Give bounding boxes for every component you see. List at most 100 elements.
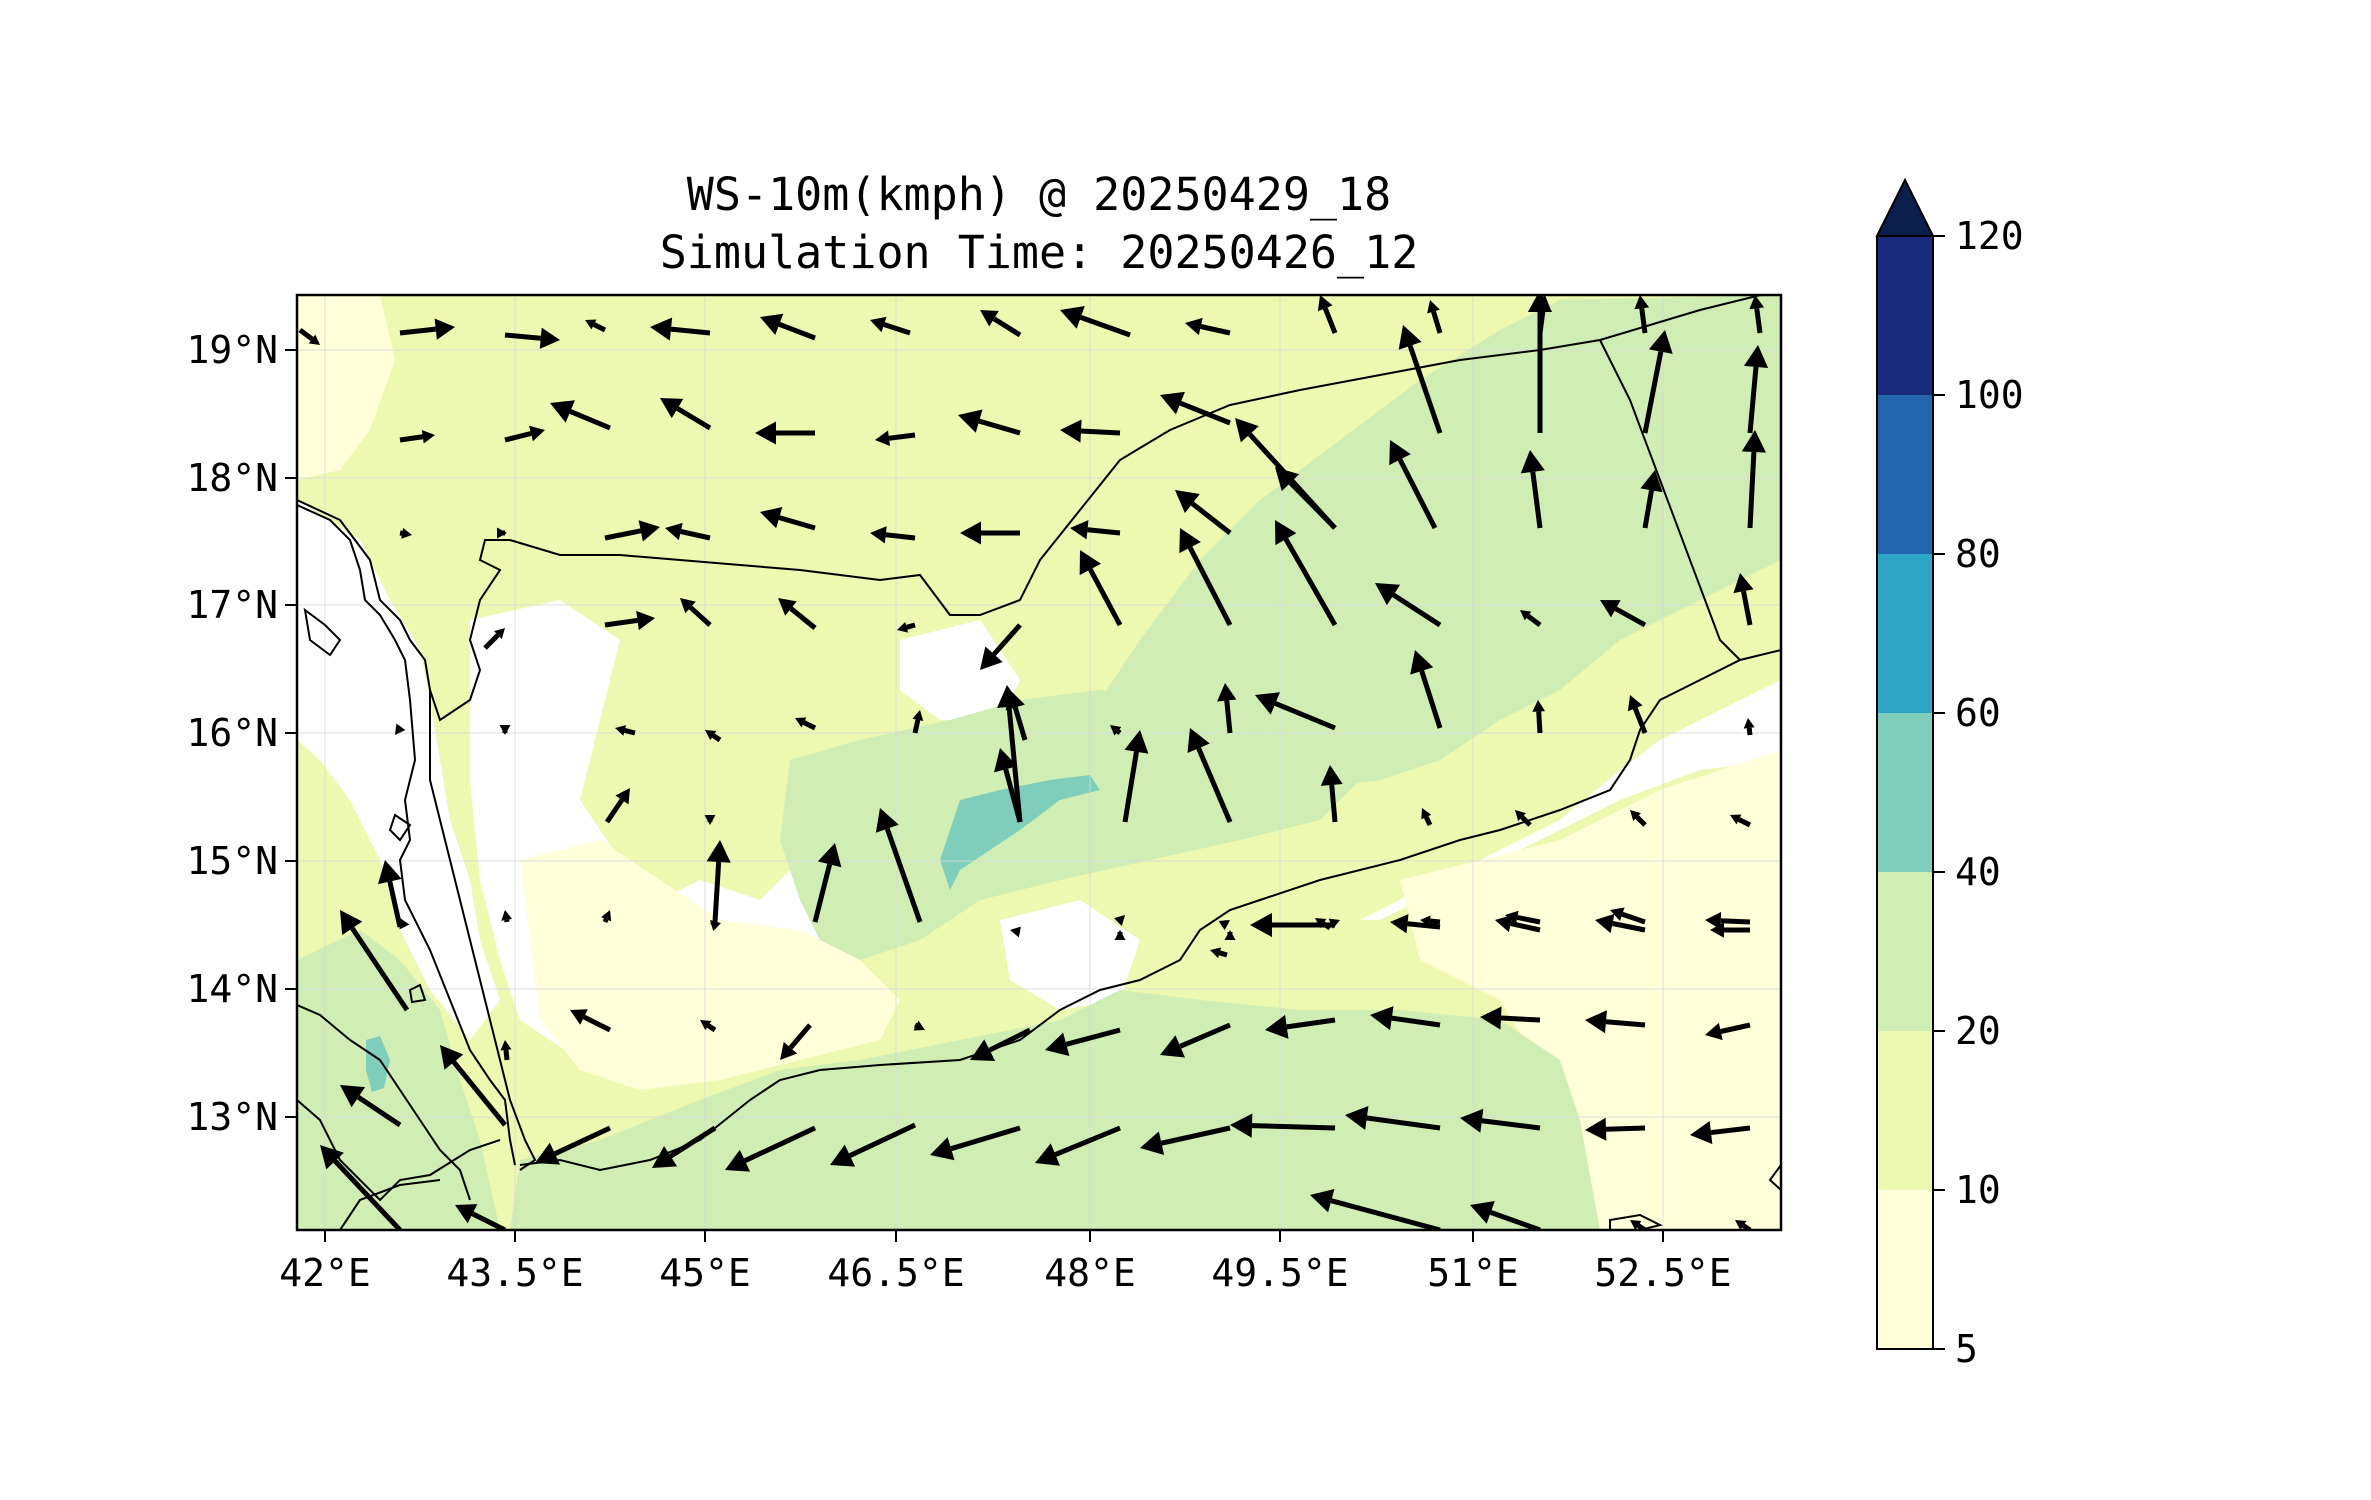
wind-vector-shaft bbox=[1003, 768, 1023, 823]
wind-vector-arrow bbox=[1122, 730, 1149, 823]
wind-vector-head bbox=[1160, 1035, 1185, 1058]
wind-vector-arrow bbox=[1532, 700, 1546, 734]
wind-vector-shaft bbox=[1510, 921, 1541, 933]
wind-vector-shaft bbox=[1746, 727, 1753, 736]
lat-tick-label: 15°N bbox=[186, 839, 278, 883]
wind-vector-head bbox=[1275, 520, 1297, 546]
wind-vector-head bbox=[704, 815, 716, 825]
coast-red-sea-africa bbox=[297, 504, 516, 1166]
wind-vector-shaft bbox=[883, 322, 911, 336]
wind-vector-arrow bbox=[1255, 692, 1336, 731]
wind-vector-arrow bbox=[1345, 1105, 1441, 1131]
wind-vector-head bbox=[1705, 912, 1722, 930]
wind-vector-shaft bbox=[582, 1014, 612, 1033]
wind-vector-shaft bbox=[1274, 701, 1336, 731]
coast-horn-africa bbox=[297, 1004, 471, 1201]
lon-tick-label: 45°E bbox=[659, 1251, 751, 1295]
lon-tick-label: 46.5°E bbox=[827, 1251, 964, 1295]
wind-vector-head bbox=[1495, 914, 1513, 933]
wind-vector-head bbox=[440, 1045, 464, 1070]
wind-vector-head bbox=[875, 430, 890, 446]
wind-vector-head bbox=[1114, 930, 1126, 940]
wind-vector-arrow bbox=[1705, 912, 1751, 930]
wind-vector-arrow bbox=[1710, 922, 1750, 938]
fill-40-60-southwest bbox=[366, 1036, 390, 1092]
wind-vector-arrow bbox=[340, 1085, 402, 1128]
wind-vector-arrow bbox=[1114, 915, 1125, 926]
wind-vector-arrow bbox=[1600, 600, 1647, 628]
wind-vector-shaft bbox=[1516, 914, 1541, 925]
wind-vector-arrow bbox=[1070, 520, 1121, 540]
wind-vector-arrow bbox=[1114, 930, 1126, 940]
wind-vector-shaft bbox=[680, 529, 711, 541]
wind-vector-shaft bbox=[1224, 700, 1233, 734]
wind-vector-arrow bbox=[1520, 450, 1545, 529]
wind-vector-arrow bbox=[1705, 1022, 1751, 1041]
wind-vector-shaft bbox=[1500, 1015, 1541, 1023]
lat-tick-label: 19°N bbox=[186, 328, 278, 372]
wind-vector-shaft bbox=[1530, 471, 1543, 529]
wind-vector-arrow bbox=[980, 310, 1022, 338]
coast-arabia-west bbox=[429, 690, 537, 1171]
wind-vector-shaft bbox=[604, 798, 625, 824]
wind-vector-arrow bbox=[499, 725, 511, 735]
wind-vector-shaft bbox=[1322, 307, 1338, 334]
wind-vector-shaft bbox=[1605, 1125, 1646, 1132]
fill-40-60-center bbox=[940, 775, 1100, 890]
wind-vector-shaft bbox=[688, 605, 712, 627]
wind-vector-head bbox=[340, 910, 363, 936]
wind-vector-head bbox=[1741, 430, 1766, 453]
wind-vector-shaft bbox=[1397, 458, 1438, 530]
colorbar-tick-label: 100 bbox=[1955, 373, 2024, 417]
wind-vector-head bbox=[340, 1085, 366, 1108]
wind-vector-shaft bbox=[504, 332, 541, 341]
wind-vector-head bbox=[913, 1020, 925, 1031]
lat-tick-label: 18°N bbox=[186, 456, 278, 500]
fill-calm-red-sea bbox=[297, 500, 500, 1040]
wind-vector-head bbox=[994, 748, 1018, 773]
wind-vector-arrow bbox=[1370, 1006, 1441, 1031]
wind-vector-head bbox=[539, 327, 560, 349]
wind-vector-arrow bbox=[725, 1125, 817, 1172]
fill-20-40-northeast bbox=[1100, 295, 1781, 790]
wind-vector-head bbox=[875, 808, 899, 833]
wind-vector-shaft bbox=[1054, 1125, 1121, 1157]
wind-vector-head bbox=[1627, 695, 1643, 712]
wind-vector-head bbox=[377, 860, 402, 885]
wind-vector-arrow bbox=[912, 710, 924, 734]
wind-vector-arrow bbox=[1421, 808, 1433, 827]
wind-vector-shaft bbox=[350, 926, 410, 1012]
wind-vector-head bbox=[1743, 718, 1755, 729]
wind-vector-head bbox=[1595, 913, 1615, 934]
wind-vector-head bbox=[897, 622, 909, 633]
wind-vector-arrow bbox=[399, 430, 435, 444]
lon-tick-label: 52.5°E bbox=[1594, 1251, 1731, 1295]
wind-vector-arrow bbox=[399, 527, 412, 539]
wind-vector-shaft bbox=[905, 622, 916, 630]
wind-vector-head bbox=[1421, 808, 1432, 820]
wind-vector-arrow bbox=[535, 1125, 612, 1165]
wind-vector-shaft bbox=[1642, 351, 1664, 434]
wind-vector-shaft bbox=[503, 1049, 510, 1061]
wind-vector-shaft bbox=[1080, 428, 1121, 436]
wind-vector-arrow bbox=[604, 788, 630, 824]
wind-vector-arrow bbox=[1470, 1201, 1541, 1230]
wind-vector-shaft bbox=[988, 1027, 1032, 1053]
wind-vector-arrow bbox=[704, 815, 716, 825]
lat-axis: 19°N 18°N 17°N 16°N 15°N 14°N 13°N bbox=[186, 328, 297, 1139]
wind-vector-head bbox=[960, 521, 981, 545]
wind-vector-head bbox=[665, 522, 683, 541]
wind-vector-shaft bbox=[1489, 1210, 1541, 1230]
wind-vector-head bbox=[1520, 450, 1545, 474]
wind-vector-head bbox=[1060, 419, 1082, 443]
wind-vector-shaft bbox=[298, 328, 314, 341]
coast-eritrea-djibouti bbox=[297, 1099, 501, 1202]
wind-vector-shaft bbox=[604, 528, 642, 541]
wind-vector-head bbox=[1179, 528, 1201, 554]
wind-vector-arrow bbox=[1375, 583, 1442, 628]
wind-vector-head bbox=[1224, 930, 1236, 940]
wind-vector-arrow bbox=[399, 918, 410, 930]
wind-vector-arrow bbox=[812, 843, 842, 923]
wind-vector-head bbox=[1320, 765, 1343, 786]
wind-vector-head bbox=[529, 425, 545, 442]
